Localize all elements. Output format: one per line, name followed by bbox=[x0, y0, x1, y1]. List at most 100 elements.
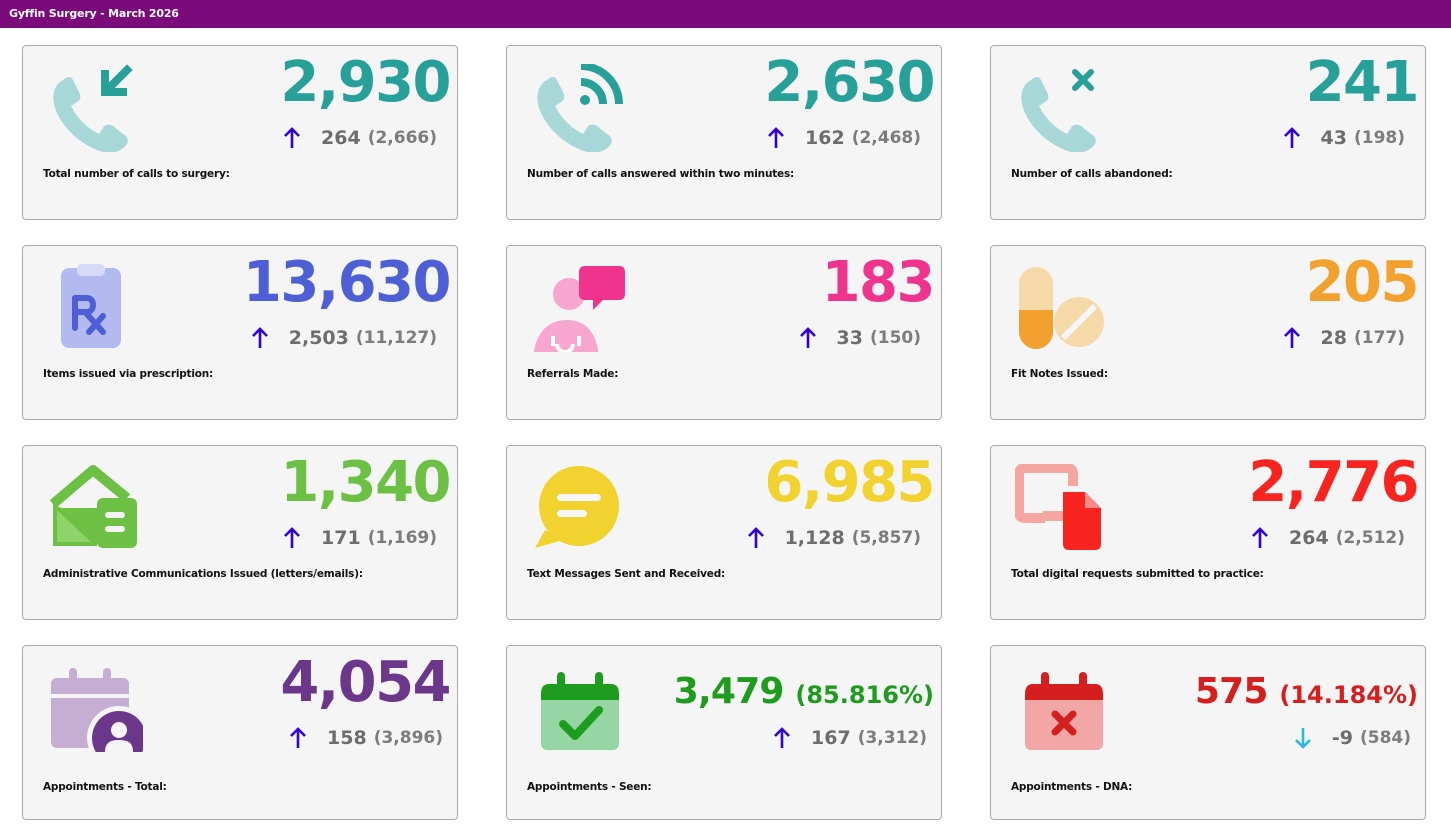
kpi-value-number: 3,479 bbox=[673, 671, 785, 712]
kpi-value-number: 575 bbox=[1194, 671, 1269, 712]
house-letter-icon bbox=[49, 465, 137, 548]
kpi-delta: 162 bbox=[805, 127, 845, 149]
kpi-card-appointments-seen: 3,479 (85.816%) 167 (3,312) Appointments… bbox=[506, 645, 942, 820]
kpi-label: Number of calls answered within two minu… bbox=[527, 168, 795, 180]
kpi-value: 2,776 bbox=[1248, 450, 1419, 515]
kpi-previous: (2,666) bbox=[367, 128, 437, 148]
kpi-label: Total number of calls to surgery: bbox=[43, 168, 230, 180]
arrow-up-icon bbox=[768, 127, 784, 148]
kpi-label: Appointments - Seen: bbox=[527, 781, 652, 793]
arrow-up-icon bbox=[284, 527, 300, 548]
kpi-delta: 158 bbox=[327, 727, 367, 749]
kpi-label: Fit Notes Issued: bbox=[1011, 368, 1108, 380]
kpi-previous: (5,857) bbox=[851, 528, 921, 548]
arrow-up-icon bbox=[251, 327, 268, 348]
kpi-trend: 171 (1,169) bbox=[283, 522, 437, 554]
prescription-clipboard-icon bbox=[61, 264, 121, 348]
page-title: Gyffin Surgery - March 2026 bbox=[9, 7, 179, 20]
kpi-trend: 33 (150) bbox=[799, 322, 921, 354]
kpi-card-appointments-dna: 575 (14.184%) -9 (584) Appointments - DN… bbox=[990, 645, 1426, 820]
kpi-delta: 264 bbox=[321, 127, 361, 149]
kpi-label: Total digital requests submitted to prac… bbox=[1011, 568, 1264, 580]
arrow-up-icon bbox=[774, 727, 790, 748]
kpi-previous: (584) bbox=[1359, 728, 1411, 748]
kpi-value: 2,630 bbox=[764, 50, 935, 115]
kpi-label: Text Messages Sent and Received: bbox=[527, 568, 726, 580]
kpi-card-text-messages: 6,985 1,128 (5,857) Text Messages Sent a… bbox=[506, 445, 942, 620]
digital-request-icon bbox=[1015, 464, 1101, 550]
title-bar: Gyffin Surgery - March 2026 bbox=[0, 0, 1451, 28]
kpi-value: 4,054 bbox=[280, 650, 451, 715]
kpi-delta: 2,503 bbox=[288, 327, 349, 349]
arrow-up-icon bbox=[290, 727, 306, 748]
kpi-delta: 171 bbox=[321, 527, 361, 549]
kpi-previous: (177) bbox=[1353, 328, 1405, 348]
kpi-value: 241 bbox=[1305, 50, 1420, 115]
kpi-trend: 43 (198) bbox=[1283, 122, 1405, 154]
arrow-up-icon bbox=[284, 127, 300, 148]
calendar-cross-icon bbox=[1025, 672, 1103, 750]
kpi-label: Administrative Communications Issued (le… bbox=[43, 568, 363, 580]
kpi-delta: 1,128 bbox=[784, 527, 845, 549]
kpi-previous: (2,512) bbox=[1335, 528, 1405, 548]
kpi-label: Number of calls abandoned: bbox=[1011, 168, 1173, 180]
call-answered-icon bbox=[537, 64, 623, 152]
kpi-card-calls-abandoned: 241 43 (198) Number of calls abandoned: bbox=[990, 45, 1426, 220]
kpi-trend: 2,503 (11,127) bbox=[251, 322, 437, 354]
kpi-delta: 167 bbox=[811, 727, 851, 749]
kpi-delta: -9 bbox=[1331, 727, 1353, 749]
pills-icon bbox=[1019, 267, 1104, 349]
kpi-delta: 28 bbox=[1320, 327, 1347, 349]
missed-call-icon bbox=[1021, 69, 1096, 152]
kpi-previous: (11,127) bbox=[355, 328, 437, 348]
kpi-trend: 167 (3,312) bbox=[773, 722, 927, 754]
kpi-previous: (2,468) bbox=[851, 128, 921, 148]
kpi-delta: 33 bbox=[836, 327, 863, 349]
kpi-value: 6,985 bbox=[764, 450, 935, 515]
kpi-trend: 264 (2,512) bbox=[1251, 522, 1405, 554]
kpi-trend: 264 (2,666) bbox=[283, 122, 437, 154]
kpi-label: Referrals Made: bbox=[527, 368, 619, 380]
kpi-value: 205 bbox=[1305, 250, 1420, 315]
kpi-previous: (3,312) bbox=[857, 728, 927, 748]
kpi-value: 183 bbox=[821, 250, 936, 315]
kpi-delta: 264 bbox=[1289, 527, 1329, 549]
kpi-card-prescriptions: 13,630 2,503 (11,127) Items issued via p… bbox=[22, 245, 458, 420]
kpi-card-admin-comms: 1,340 171 (1,169) Administrative Communi… bbox=[22, 445, 458, 620]
kpi-card-fit-notes: 205 28 (177) Fit Notes Issued: bbox=[990, 245, 1426, 420]
kpi-percent: (85.816%) bbox=[795, 681, 934, 709]
kpi-card-digital-requests: 2,776 264 (2,512) Total digital requests… bbox=[990, 445, 1426, 620]
kpi-value: 1,340 bbox=[280, 450, 451, 515]
kpi-previous: (150) bbox=[869, 328, 921, 348]
kpi-trend: 1,128 (5,857) bbox=[747, 522, 921, 554]
kpi-trend: 28 (177) bbox=[1283, 322, 1405, 354]
kpi-trend: -9 (584) bbox=[1294, 722, 1411, 754]
kpi-value: 3,479 (85.816%) bbox=[674, 668, 934, 719]
kpi-previous: (198) bbox=[1353, 128, 1405, 148]
kpi-card-calls-answered: 2,630 162 (2,468) Number of calls answer… bbox=[506, 45, 942, 220]
arrow-up-icon bbox=[747, 527, 764, 548]
kpi-previous: (1,169) bbox=[367, 528, 437, 548]
calendar-check-icon bbox=[541, 672, 619, 750]
kpi-value: 13,630 bbox=[242, 250, 452, 315]
incoming-call-icon bbox=[53, 64, 133, 152]
doctor-chat-icon bbox=[533, 266, 625, 352]
kpi-label: Items issued via prescription: bbox=[43, 368, 214, 380]
speech-bubble-icon bbox=[535, 466, 619, 548]
kpi-value: 575 (14.184%) bbox=[1195, 668, 1418, 719]
kpi-card-total-calls: 2,930 264 (2,666) Total number of calls … bbox=[22, 45, 458, 220]
kpi-percent: (14.184%) bbox=[1279, 681, 1418, 709]
arrow-down-icon bbox=[1294, 728, 1311, 749]
arrow-up-icon bbox=[1283, 127, 1300, 148]
kpi-card-referrals: 183 33 (150) Referrals Made: bbox=[506, 245, 942, 420]
arrow-up-icon bbox=[1252, 527, 1268, 548]
arrow-up-icon bbox=[1283, 327, 1300, 348]
kpi-card-appointments-total: 4,054 158 (3,896) Appointments - Total: bbox=[22, 645, 458, 820]
kpi-label: Appointments - Total: bbox=[43, 781, 167, 793]
kpi-label: Appointments - DNA: bbox=[1011, 781, 1133, 793]
kpi-trend: 158 (3,896) bbox=[289, 722, 443, 754]
kpi-delta: 43 bbox=[1320, 127, 1347, 149]
kpi-trend: 162 (2,468) bbox=[767, 122, 921, 154]
kpi-previous: (3,896) bbox=[373, 728, 443, 748]
kpi-value: 2,930 bbox=[280, 50, 451, 115]
